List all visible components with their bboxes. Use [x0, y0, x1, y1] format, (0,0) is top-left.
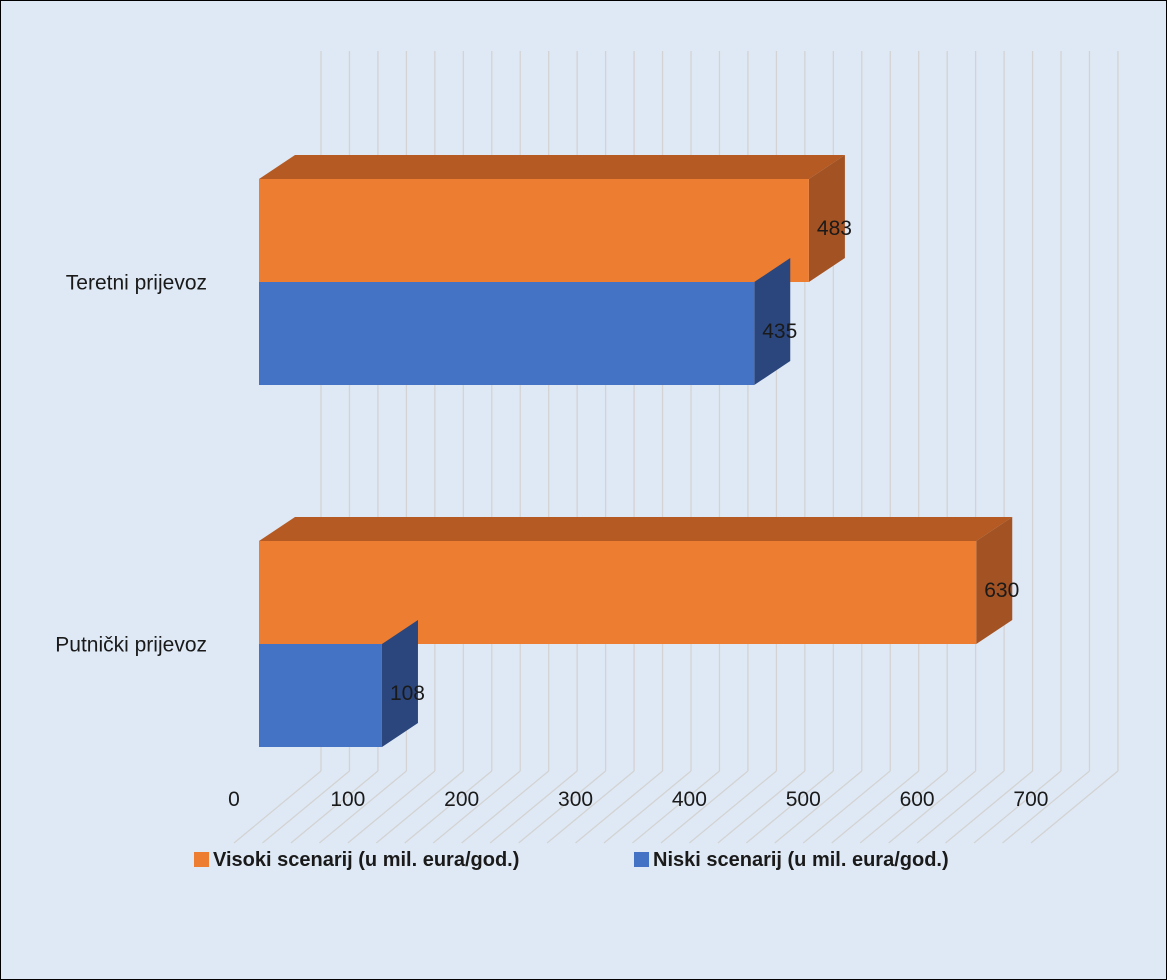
gridline-floor [688, 770, 777, 844]
data-label: 483 [817, 217, 852, 240]
legend-swatch [634, 852, 649, 867]
bar-front-face [259, 282, 755, 385]
gridline-floor [1002, 770, 1090, 844]
x-tick-label: 200 [444, 788, 479, 811]
gridline-floor [546, 770, 635, 844]
legend-entry: Niski scenarij (u mil. eura/god.) [653, 849, 949, 871]
gridline-floor [290, 770, 379, 844]
x-axis-ticks: 0 100 200 300 400 500 600 700 [228, 788, 1048, 811]
gridline-floor [318, 770, 407, 844]
x-tick-label: 100 [330, 788, 365, 811]
gridline-floor [375, 770, 464, 844]
gridline-floor [888, 770, 977, 844]
gridline-floor [973, 770, 1062, 844]
bar-top-face [259, 155, 845, 179]
gridlines [233, 51, 1119, 844]
bar-visoki-teretni [259, 155, 845, 282]
x-tick-label: 600 [900, 788, 935, 811]
gridline-floor [347, 770, 436, 844]
y-axis-categories: Teretni prijevoz Putnički prijevoz [55, 272, 207, 657]
gridline-floor [404, 770, 493, 844]
gridline-floor [831, 770, 920, 844]
category-label: Putnički prijevoz [55, 634, 207, 657]
gridline-floor [603, 770, 692, 844]
bar-niski-teretni [259, 258, 791, 385]
gridline-floor [518, 770, 607, 844]
gridline-floor [461, 770, 550, 844]
gridline-floor [233, 770, 322, 844]
bar-front-face [259, 541, 977, 644]
x-tick-label: 0 [228, 788, 240, 811]
x-tick-label: 700 [1013, 788, 1048, 811]
legend-entry: Visoki scenarij (u mil. eura/god.) [213, 849, 519, 871]
bar-visoki-putnicki [259, 517, 1013, 644]
data-label: 108 [390, 682, 425, 705]
gridline-floor [660, 770, 749, 844]
gridline-floor [774, 770, 863, 844]
gridline-floor [945, 770, 1033, 844]
x-tick-label: 300 [558, 788, 593, 811]
x-tick-label: 500 [786, 788, 821, 811]
gridline-floor [432, 770, 521, 844]
bar-side-face [381, 620, 418, 747]
bar-niski-putnicki [259, 620, 418, 747]
gridline-floor [802, 770, 891, 844]
gridline-floor [1030, 770, 1119, 844]
bar-front-face [259, 179, 809, 282]
gridline-floor [717, 770, 806, 844]
gridline-floor [489, 770, 578, 844]
gridline-floor [575, 770, 663, 844]
gridline-floor [916, 770, 1005, 844]
legend: Visoki scenarij (u mil. eura/god.) Niski … [194, 849, 949, 871]
x-tick-label: 400 [672, 788, 707, 811]
legend-swatch [194, 852, 209, 867]
category-label: Teretni prijevoz [66, 272, 207, 295]
gridline-floor [262, 770, 350, 844]
bar-side-face [976, 517, 1013, 644]
gridline-floor [632, 770, 720, 844]
bar-front-face [259, 644, 382, 747]
data-label: 435 [762, 320, 797, 343]
gridline-floor [859, 770, 948, 844]
data-labels: 483 435 630 108 [390, 217, 1019, 705]
gridline-floor [745, 770, 834, 844]
data-label: 630 [984, 579, 1019, 602]
bar-side-face [754, 258, 791, 385]
bar-side-face [808, 155, 845, 282]
bar-top-face [259, 517, 1013, 541]
bars [259, 155, 1013, 747]
